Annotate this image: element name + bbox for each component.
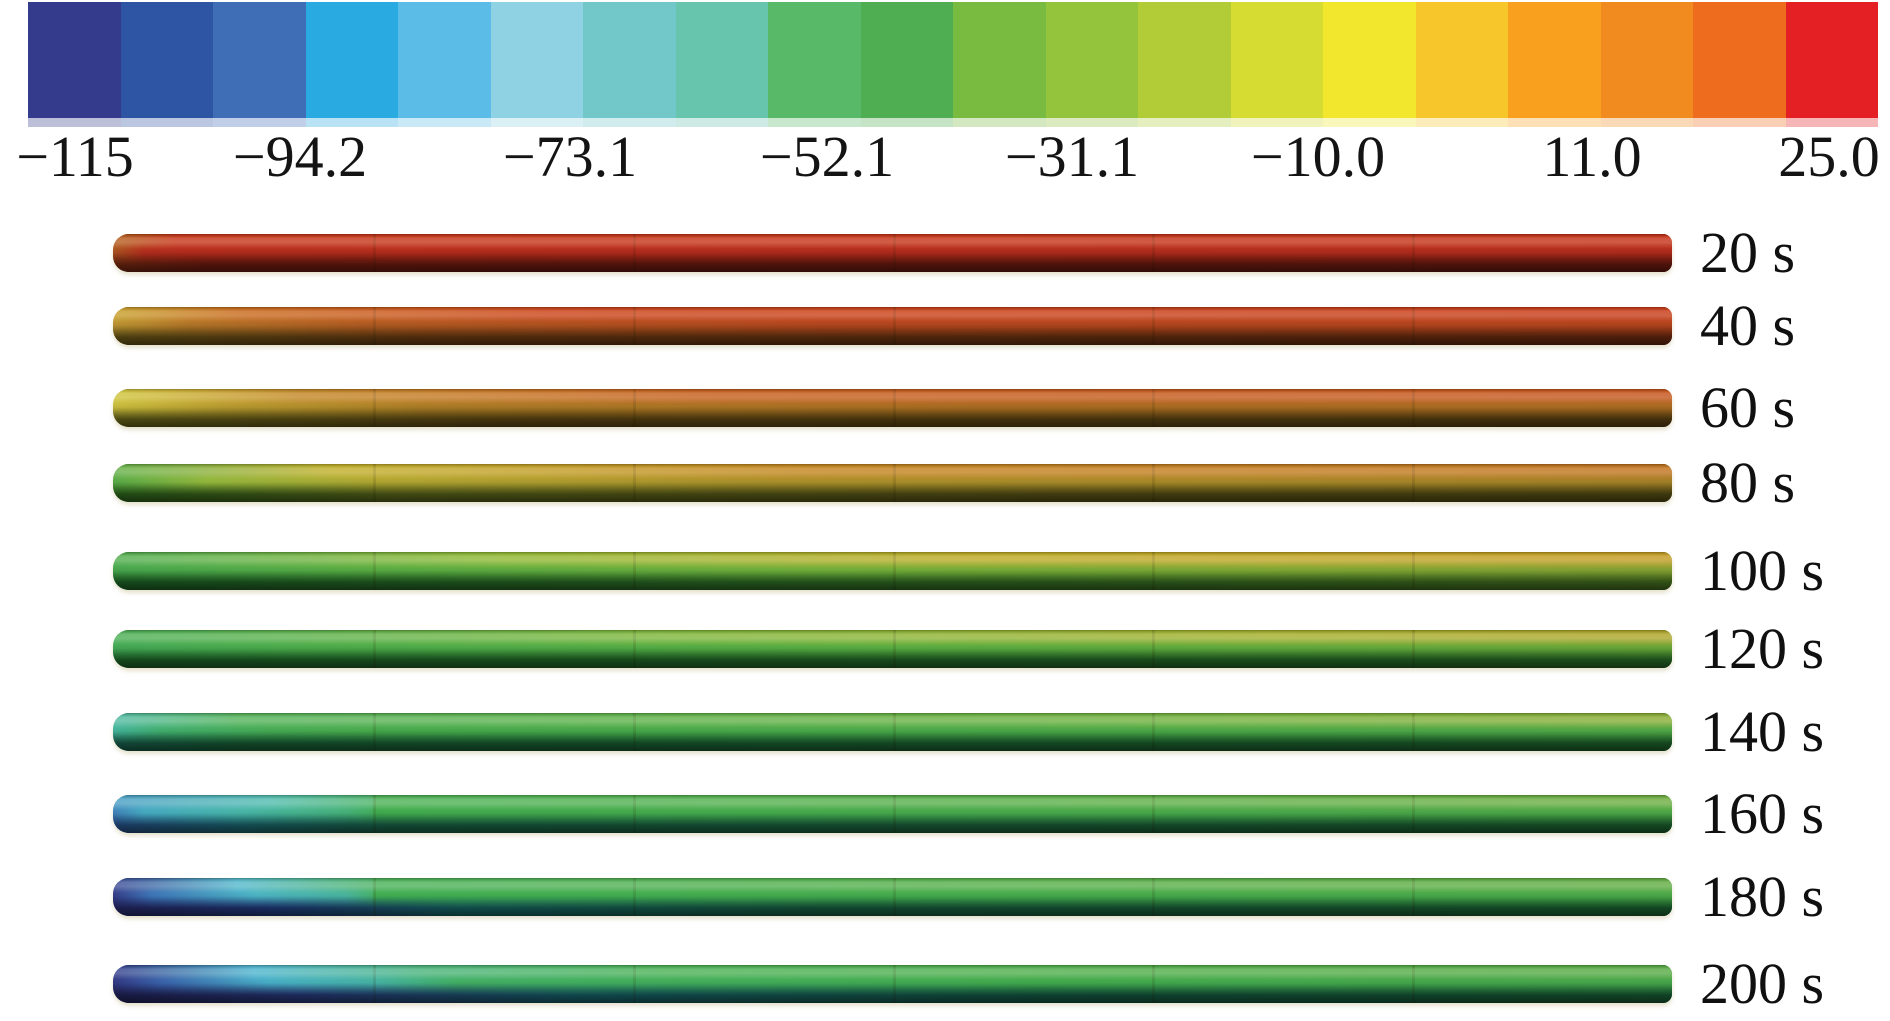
rod-time-label: 160 s (1700, 781, 1825, 846)
rod-time-label: 180 s (1700, 864, 1825, 929)
cylinder-shading-overlay (113, 713, 1672, 751)
rod-time-label: 60 s (1700, 375, 1796, 440)
temperature-rod (113, 389, 1672, 427)
colorbar-segment (1508, 2, 1601, 118)
colorbar-segment-fade (953, 118, 1046, 127)
colorbar-segment-fade (1415, 118, 1508, 127)
colorbar-segment-fade (1785, 118, 1878, 127)
colorbar-segment (305, 2, 398, 118)
colorbar-segment-fade (583, 118, 676, 127)
colorbar-segment (1693, 2, 1786, 118)
colorbar-segment (953, 2, 1046, 118)
colorbar-segment (1230, 2, 1323, 118)
colorbar-tick-label: 11.0 (1542, 124, 1642, 189)
colorbar-segment-fade (1138, 118, 1231, 127)
colorbar-segment (1138, 2, 1231, 118)
temperature-rod (113, 630, 1672, 668)
colorbar-segment-fade (1323, 118, 1416, 127)
colorbar-segment-fade (1600, 118, 1693, 127)
temperature-rod (113, 878, 1672, 916)
rod-time-label: 100 s (1700, 538, 1825, 603)
colorbar-segment (28, 2, 121, 118)
temperature-rod (113, 713, 1672, 751)
colorbar-segment (1323, 2, 1416, 118)
colorbar-segment-fade (490, 118, 583, 127)
colorbar-segment (1785, 2, 1878, 118)
colorbar-segment-fade (1045, 118, 1138, 127)
colorbar-segment (1415, 2, 1508, 118)
colorbar-segment-fade (398, 118, 491, 127)
rod-time-label: 200 s (1700, 951, 1825, 1016)
colorbar-segment (398, 2, 491, 118)
colorbar-segment (120, 2, 213, 118)
colorbar-segment (213, 2, 306, 118)
temperature-rod (113, 965, 1672, 1003)
cylinder-shading-overlay (113, 389, 1672, 427)
rod-time-label: 140 s (1700, 699, 1825, 764)
colorbar-segment (860, 2, 953, 118)
temperature-rod (113, 552, 1672, 590)
temperature-rod (113, 795, 1672, 833)
colorbar-tick-label: −94.2 (232, 124, 368, 189)
colorbar (28, 2, 1878, 118)
cylinder-shading-overlay (113, 464, 1672, 502)
cylinder-shading-overlay (113, 878, 1672, 916)
cylinder-shading-overlay (113, 965, 1672, 1003)
colorbar-segment-fade (1230, 118, 1323, 127)
rod-time-label: 80 s (1700, 450, 1796, 515)
cylinder-shading-overlay (113, 795, 1672, 833)
temperature-rod (113, 307, 1672, 345)
cylinder-shading-overlay (113, 234, 1672, 272)
colorbar-segment-fade (768, 118, 861, 127)
temperature-rod (113, 234, 1672, 272)
cylinder-shading-overlay (113, 552, 1672, 590)
colorbar-segment (583, 2, 676, 118)
colorbar-tick-label: −10.0 (1250, 124, 1386, 189)
colorbar-segment (490, 2, 583, 118)
rod-time-label: 20 s (1700, 220, 1796, 285)
colorbar-tick-label: −52.1 (759, 124, 895, 189)
colorbar-segment-fade (1508, 118, 1601, 127)
colorbar-tick-label: −115 (16, 124, 134, 189)
colorbar-segment-fade (305, 118, 398, 127)
colorbar-segment-fade (120, 118, 213, 127)
colorbar-tick-label: −31.1 (1004, 124, 1140, 189)
colorbar-segment-fade (28, 118, 121, 127)
colorbar-segment (768, 2, 861, 118)
colorbar-segment (1045, 2, 1138, 118)
colorbar-segment-fade (213, 118, 306, 127)
temperature-rod (113, 464, 1672, 502)
colorbar-fade-strip (28, 118, 1878, 127)
colorbar-segment-fade (860, 118, 953, 127)
cylinder-shading-overlay (113, 307, 1672, 345)
colorbar-segment-fade (1693, 118, 1786, 127)
colorbar-segment (675, 2, 768, 118)
rod-time-label: 120 s (1700, 616, 1825, 681)
rod-time-label: 40 s (1700, 293, 1796, 358)
colorbar-tick-label: 25.0 (1778, 124, 1880, 189)
cylinder-shading-overlay (113, 630, 1672, 668)
colorbar-tick-label: −73.1 (502, 124, 638, 189)
colorbar-segment (1600, 2, 1693, 118)
colorbar-segment-fade (675, 118, 768, 127)
